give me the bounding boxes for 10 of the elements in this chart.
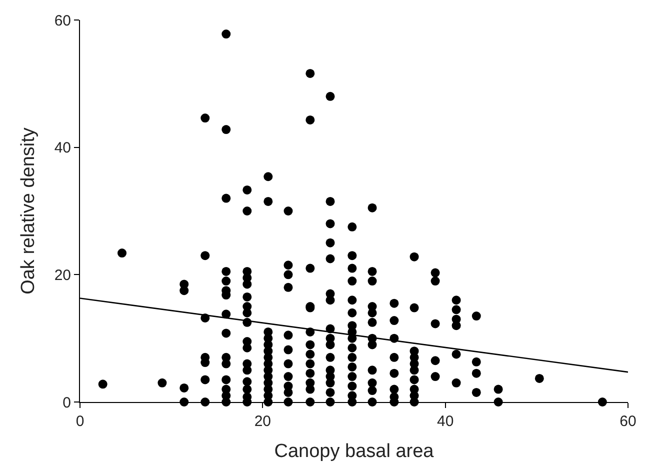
- x-axis-title: Canopy basal area: [274, 440, 434, 462]
- x-tick-label: 60: [620, 413, 636, 430]
- y-tick-label: 60: [54, 12, 71, 30]
- x-tick-label: 0: [76, 413, 84, 430]
- y-tick-label: 0: [62, 394, 71, 412]
- x-tick-label: 20: [254, 413, 272, 430]
- y-tick-label: 20: [54, 266, 71, 284]
- y-tick-label: 40: [54, 140, 71, 157]
- y-axis-title: Oak relative density: [18, 127, 40, 294]
- x-tick-label: 40: [436, 413, 454, 430]
